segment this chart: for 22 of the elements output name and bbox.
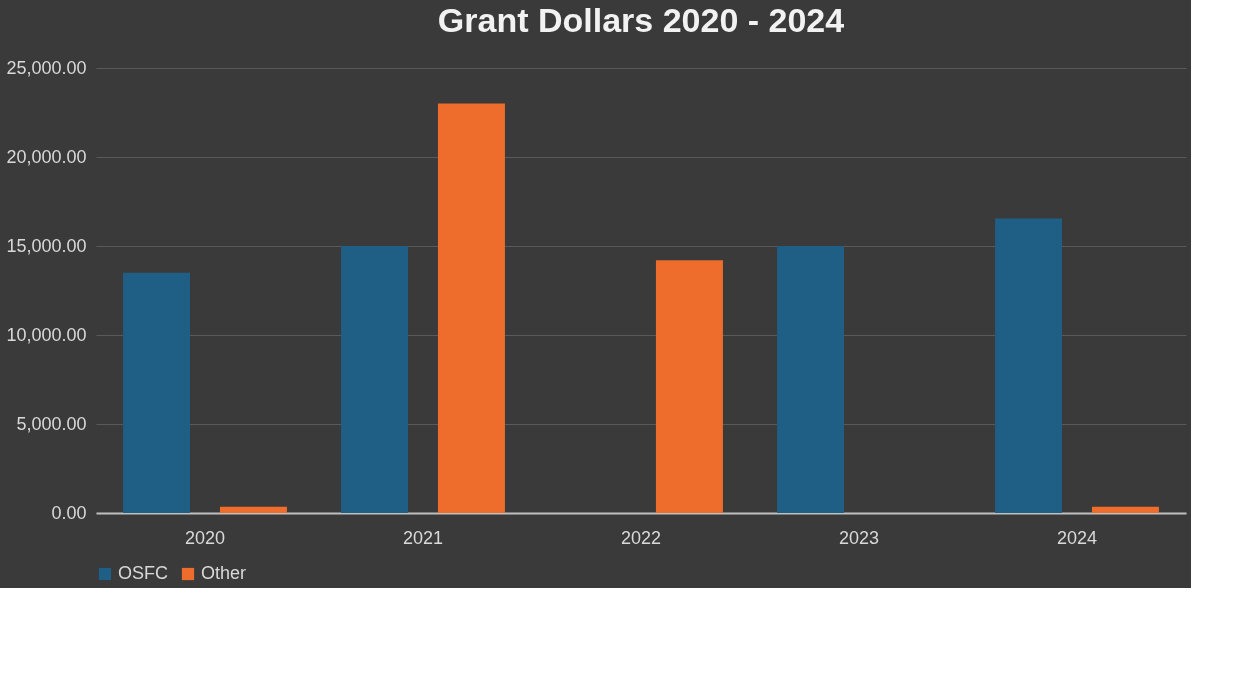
bar (437, 103, 505, 513)
bar (995, 218, 1063, 513)
x-tick-label: 2020 (184, 527, 226, 548)
chart-title: Grant Dollars 2020 - 2024 (437, 1, 845, 39)
bar (123, 272, 191, 513)
x-tick-label: 2023 (838, 527, 880, 548)
y-tick-label: 15,000.00 (6, 235, 87, 256)
x-tick-label: 2024 (1056, 527, 1098, 548)
bar (219, 506, 287, 513)
legend-label: Other (201, 563, 247, 583)
legend-label: OSFC (118, 563, 169, 583)
bar (655, 260, 723, 513)
y-tick-label: 0.00 (51, 502, 87, 523)
bar (777, 246, 845, 513)
y-tick-label: 5,000.00 (16, 413, 87, 434)
x-tick-label: 2021 (402, 527, 444, 548)
y-tick-label: 20,000.00 (6, 146, 87, 167)
bar (1091, 506, 1159, 513)
x-tick-label: 2022 (620, 527, 662, 548)
y-tick-label: 10,000.00 (6, 324, 87, 345)
bar (341, 246, 409, 513)
y-tick-label: 25,000.00 (6, 57, 87, 78)
